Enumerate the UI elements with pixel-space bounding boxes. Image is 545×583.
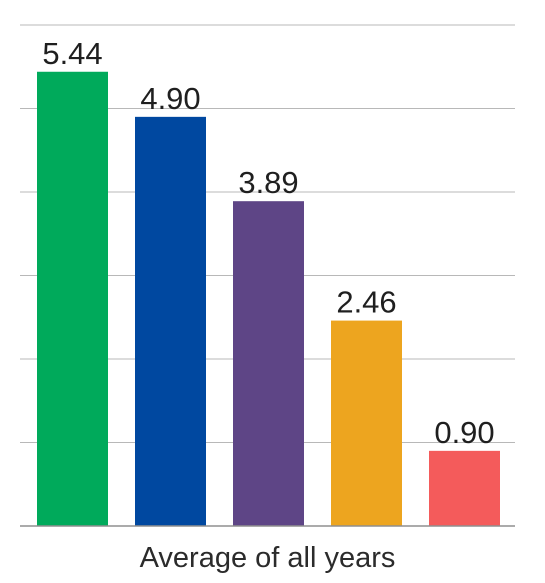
- bar: [233, 201, 304, 526]
- bar: [135, 116, 206, 526]
- bar-value-label: 5.44: [42, 36, 102, 71]
- x-axis-category-label: Average of all years: [140, 542, 396, 574]
- bars: [37, 71, 500, 526]
- bar: [37, 71, 108, 526]
- bar-value-label: 4.90: [140, 81, 200, 116]
- bar: [331, 320, 402, 526]
- bar-value-label: 0.90: [434, 415, 494, 450]
- bar-value-label: 3.89: [238, 165, 298, 200]
- bar: [429, 450, 500, 526]
- value-labels: 5.44 4.90 3.89 2.46 0.90: [42, 36, 494, 450]
- bar-value-label: 2.46: [336, 285, 396, 320]
